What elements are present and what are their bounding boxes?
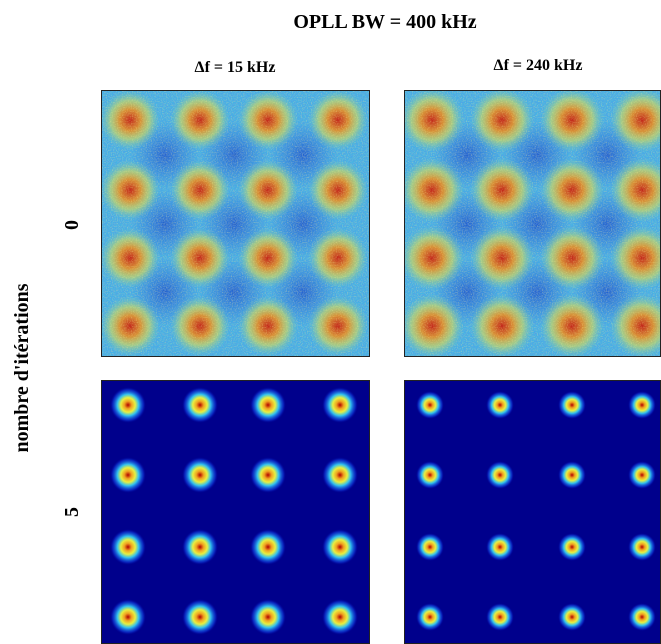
symbol-cluster bbox=[182, 529, 218, 565]
constellation-panel bbox=[101, 90, 370, 357]
symbol-cluster bbox=[628, 461, 656, 489]
symbol-cluster bbox=[250, 387, 286, 423]
symbol-cluster bbox=[182, 457, 218, 493]
symbol-cluster bbox=[322, 599, 358, 635]
symbol-cluster bbox=[558, 461, 586, 489]
symbol-cluster bbox=[416, 603, 444, 631]
row-label: 0 bbox=[61, 220, 83, 230]
symbol-cluster bbox=[416, 391, 444, 419]
panel-background bbox=[101, 380, 370, 644]
symbol-cluster bbox=[110, 529, 146, 565]
panel-background bbox=[404, 380, 661, 644]
symbol-cluster bbox=[182, 599, 218, 635]
constellation-panel bbox=[101, 380, 370, 644]
symbol-cluster bbox=[322, 529, 358, 565]
column-label: Δf = 240 kHz bbox=[494, 57, 583, 74]
symbol-cluster bbox=[110, 387, 146, 423]
symbol-cluster bbox=[486, 603, 514, 631]
symbol-cluster bbox=[558, 533, 586, 561]
symbol-cluster bbox=[250, 529, 286, 565]
noise bbox=[404, 90, 661, 357]
noise bbox=[101, 90, 370, 357]
symbol-cluster bbox=[628, 533, 656, 561]
panels bbox=[101, 90, 661, 644]
symbol-cluster bbox=[322, 387, 358, 423]
constellation-panel bbox=[404, 90, 661, 357]
symbol-cluster bbox=[486, 391, 514, 419]
y-axis-label: nombre d'itérations bbox=[11, 283, 33, 452]
symbol-cluster bbox=[416, 533, 444, 561]
symbol-cluster bbox=[416, 461, 444, 489]
symbol-cluster bbox=[628, 603, 656, 631]
column-label: Δf = 15 kHz bbox=[195, 59, 276, 76]
title: OPLL BW = 400 kHz bbox=[293, 11, 476, 33]
symbol-cluster bbox=[628, 391, 656, 419]
panel-frame bbox=[101, 90, 370, 357]
symbol-cluster bbox=[250, 457, 286, 493]
symbol-cluster bbox=[486, 533, 514, 561]
symbol-cluster bbox=[110, 599, 146, 635]
symbol-cluster bbox=[182, 387, 218, 423]
row-label: 5 bbox=[61, 507, 83, 517]
symbol-cluster bbox=[110, 457, 146, 493]
symbol-cluster bbox=[322, 457, 358, 493]
symbol-cluster bbox=[558, 603, 586, 631]
constellation-panel bbox=[404, 380, 661, 644]
symbol-cluster bbox=[558, 391, 586, 419]
symbol-cluster bbox=[250, 599, 286, 635]
symbol-cluster bbox=[486, 461, 514, 489]
